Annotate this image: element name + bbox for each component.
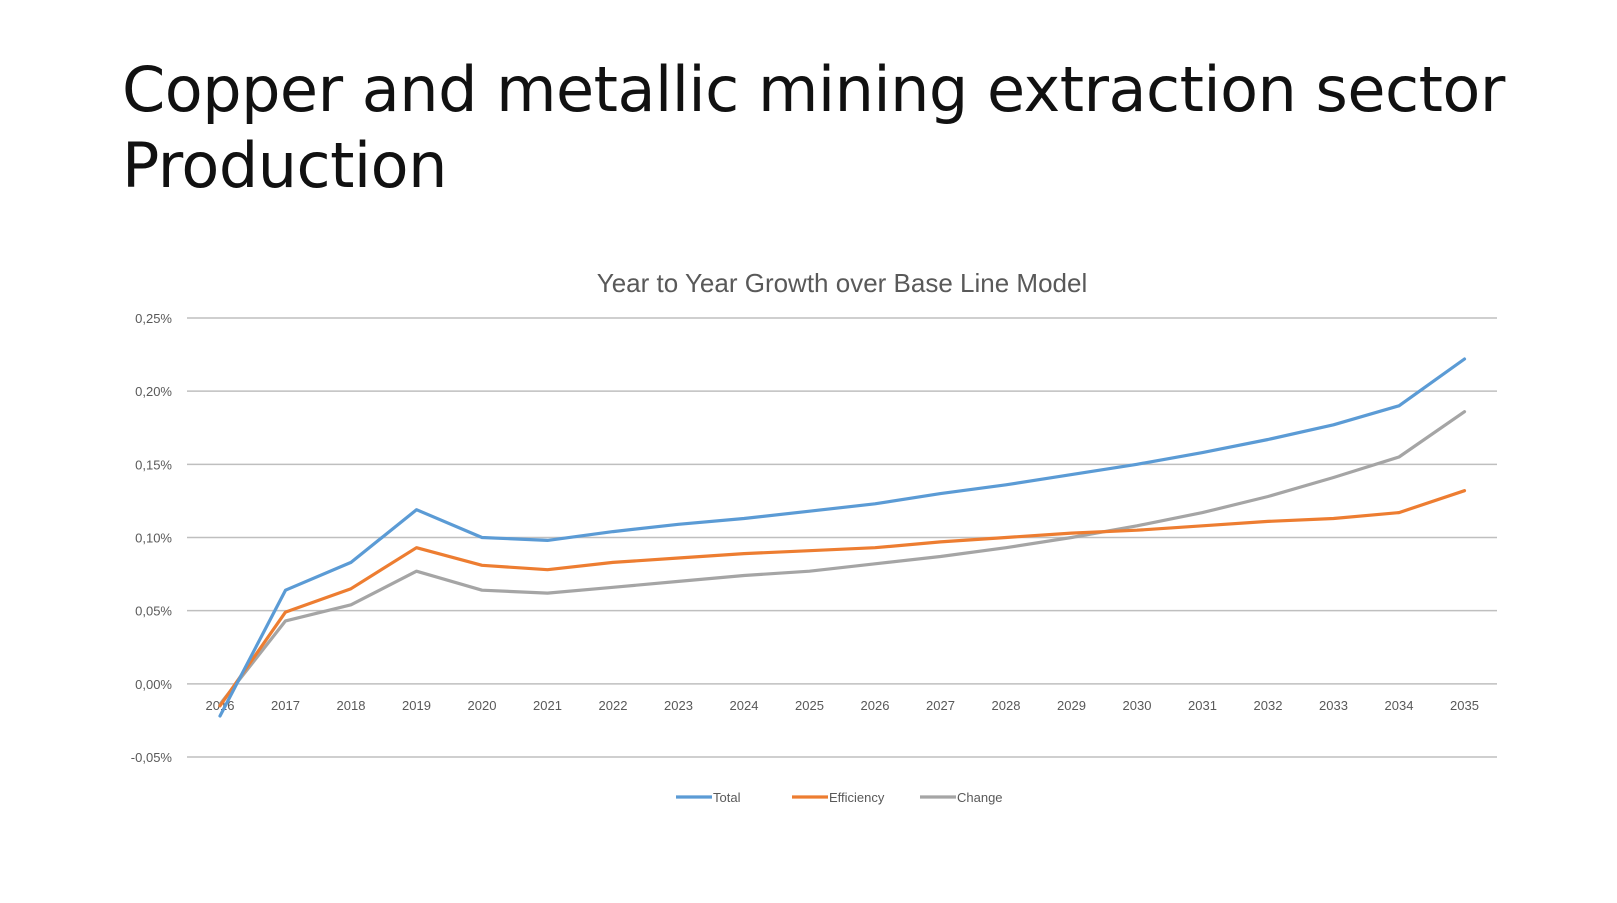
- x-tick-label: 2023: [664, 698, 693, 713]
- slide-title-line-2: Production: [122, 129, 447, 202]
- x-tick-label: 2030: [1123, 698, 1152, 713]
- y-tick-label: 0,20%: [135, 384, 172, 399]
- x-tick-label: 2024: [730, 698, 759, 713]
- chart-series: [218, 357, 1467, 718]
- legend-label: Efficiency: [829, 790, 885, 805]
- legend-item-total[interactable]: Total: [676, 790, 741, 805]
- x-tick-label: 2026: [861, 698, 890, 713]
- x-axis-tick-labels: 2016 2017 2018 2019 2020 2021 2022 2023 2024 2025…: [206, 698, 1479, 713]
- legend-label: Change: [957, 790, 1003, 805]
- x-tick-label: 2032: [1254, 698, 1283, 713]
- x-tick-label: 2034: [1385, 698, 1414, 713]
- x-tick-label: 2020: [468, 698, 497, 713]
- legend-label: Total: [713, 790, 741, 805]
- x-tick-label: 2022: [599, 698, 628, 713]
- x-tick-label: 2018: [337, 698, 366, 713]
- y-axis-tick-labels: 0,25% 0,20% 0,15% 0,10% 0,05% 0,00% -0,05%: [131, 311, 173, 765]
- y-tick-label: 0,05%: [135, 604, 172, 619]
- legend-item-efficiency[interactable]: Efficiency: [792, 790, 885, 805]
- x-tick-label: 2025: [795, 698, 824, 713]
- slide-title-line-1: Copper and metallic mining extraction se…: [122, 53, 1505, 126]
- x-tick-label: 2031: [1188, 698, 1217, 713]
- x-tick-label: 2029: [1057, 698, 1086, 713]
- x-tick-label: 2017: [271, 698, 300, 713]
- slide-title: Copper and metallic mining extraction se…: [122, 52, 1542, 204]
- series-line-total: [218, 357, 1467, 718]
- y-tick-label: -0,05%: [131, 750, 173, 765]
- series-line-change: [218, 410, 1467, 706]
- x-tick-label: 2033: [1319, 698, 1348, 713]
- x-tick-label: 2019: [402, 698, 431, 713]
- legend-item-change[interactable]: Change: [920, 790, 1003, 805]
- chart-legend[interactable]: Total Efficiency Change: [676, 790, 1003, 805]
- x-tick-label: 2027: [926, 698, 955, 713]
- y-tick-label: 0,00%: [135, 677, 172, 692]
- x-tick-label: 2035: [1450, 698, 1479, 713]
- chart-title: Year to Year Growth over Base Line Model: [597, 268, 1087, 298]
- y-tick-label: 0,15%: [135, 457, 172, 472]
- y-tick-label: 0,10%: [135, 531, 172, 546]
- chart-gridlines: [187, 317, 1497, 758]
- series-line-efficiency: [218, 489, 1467, 708]
- x-tick-label: 2028: [992, 698, 1021, 713]
- y-tick-label: 0,25%: [135, 311, 172, 326]
- x-tick-label: 2021: [533, 698, 562, 713]
